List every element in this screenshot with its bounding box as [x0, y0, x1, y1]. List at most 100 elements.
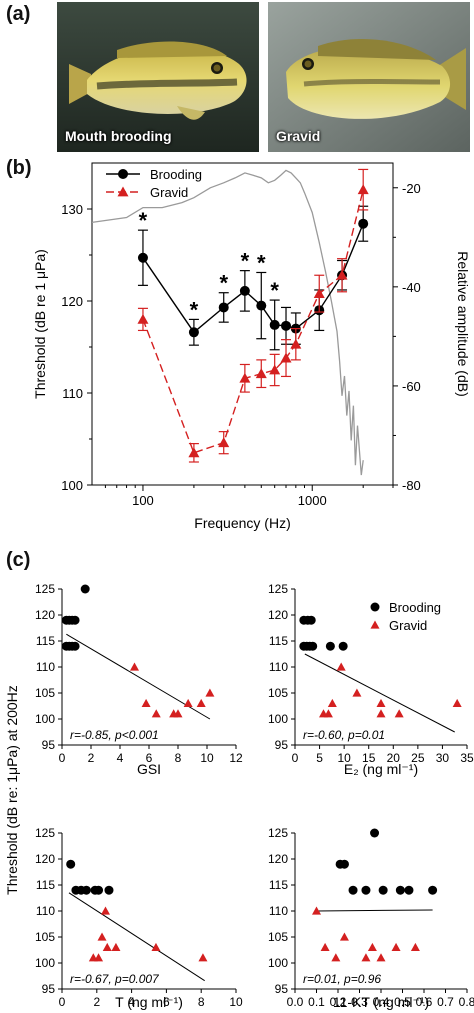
y-tick-label-b: 100 [61, 478, 83, 493]
x-tick-label-c3: 4 [128, 995, 135, 1009]
point-brooding [137, 252, 148, 263]
point-gravid [218, 437, 230, 448]
significance-star: * [219, 271, 228, 296]
x-tick-label-b: 100 [132, 493, 154, 508]
x-tick-label-c4: 0.3 [351, 995, 368, 1009]
point-gravid [137, 313, 149, 324]
x-tick-label-b: 1000 [298, 493, 327, 508]
point-brooding-c4 [378, 885, 388, 895]
y-tick-label-c2: 115 [269, 634, 288, 648]
point-gravid [357, 184, 369, 195]
point-brooding [281, 320, 292, 331]
x-axis-label-c2: E₂ (ng ml⁻¹) [344, 761, 418, 777]
point-gravid-c1 [173, 709, 183, 718]
x-tick-label-c4: 0.7 [437, 995, 454, 1009]
y2-tick-label-b: -20 [402, 181, 421, 196]
point-gravid-c1 [141, 698, 151, 707]
point-gravid-c3 [102, 942, 112, 951]
point-gravid-c3 [151, 942, 161, 951]
point-gravid-c1 [196, 698, 206, 707]
x-tick-label-c4: 0.8 [459, 995, 474, 1009]
stats-annotation-c1: r=-0.85, p<0.001 [70, 728, 159, 742]
y-tick-label-c1: 125 [35, 582, 55, 596]
y-tick-label-c1: 100 [35, 712, 55, 726]
x-tick-label-c1: 4 [117, 751, 124, 765]
x-tick-label-c1: 12 [229, 751, 243, 765]
x-tick-label-c4: 0.1 [308, 995, 325, 1009]
x-axis-label-b: Frequency (Hz) [194, 515, 290, 531]
x-tick-label-c2: 0 [292, 751, 299, 765]
point-gravid-c4 [331, 953, 341, 962]
point-gravid-c4 [391, 942, 401, 951]
significance-star: * [190, 297, 199, 322]
point-brooding-c3 [81, 885, 91, 895]
y-tick-label-c2: 120 [268, 608, 288, 622]
x-tick-label-c3: 2 [93, 995, 100, 1009]
x-axis-label-c1: GSI [137, 761, 161, 777]
point-brooding-c3 [94, 885, 104, 895]
legend-marker-brooding-c [370, 602, 380, 612]
point-brooding [269, 319, 280, 330]
point-brooding-c4 [428, 885, 438, 895]
fish-gravid-image [268, 2, 470, 152]
point-gravid-c2 [376, 709, 386, 718]
point-gravid-c2 [323, 709, 333, 718]
significance-star: * [257, 250, 266, 275]
regression-line-c2 [304, 653, 455, 733]
x-tick-label-c1: 8 [175, 751, 182, 765]
y-tick-label-c4: 105 [268, 930, 288, 944]
legend-label-brooding: Brooding [150, 167, 202, 182]
x-tick-label-c1: 0 [59, 751, 66, 765]
point-gravid [255, 368, 267, 379]
legend-marker-gravid [117, 186, 129, 197]
point-brooding-c3 [66, 859, 76, 869]
point-brooding-c2 [338, 641, 348, 651]
point-gravid-c3 [111, 942, 121, 951]
x-tick-label-c1: 10 [200, 751, 214, 765]
y-tick-label-c2: 105 [268, 686, 288, 700]
point-gravid-c4 [367, 942, 377, 951]
point-brooding-c1 [70, 641, 80, 651]
y2-tick-label-b: -60 [402, 379, 421, 394]
photo-gravid: Gravid [268, 2, 470, 152]
x-tick-label-c2: 10 [337, 751, 351, 765]
y2-tick-label-b: -80 [402, 478, 421, 493]
y-tick-label-b: 120 [61, 294, 83, 309]
panel-label-c: (c) [6, 549, 31, 571]
y-tick-label-c2: 125 [268, 582, 288, 596]
legend-label-gravid: Gravid [150, 185, 188, 200]
point-gravid-c2 [327, 698, 337, 707]
x-tick-label-c3: 0 [59, 995, 66, 1009]
y-tick-label-c1: 110 [36, 660, 55, 674]
point-brooding-c2 [306, 615, 316, 625]
threshold-frequency-chart: 100 1000 100 110 120 130 -80 -60 -40 -20 Frequency… [32, 162, 471, 531]
point-brooding [239, 285, 250, 296]
point-gravid [290, 338, 302, 349]
point-gravid-c1 [151, 709, 161, 718]
y-tick-label-c2: 95 [275, 738, 289, 752]
fish-brooding-image [57, 2, 259, 152]
point-gravid [188, 447, 200, 458]
point-brooding-c1 [80, 584, 90, 594]
y2-axis-label-b: Relative amplitude (dB) [455, 251, 471, 397]
x-tick-label-c4: 0.5 [394, 995, 411, 1009]
legend-label-gravid-c: Gravid [389, 618, 427, 633]
point-gravid-c1 [205, 688, 215, 697]
x-axis-label-c4: 11-KT (ng ml⁻¹) [333, 994, 429, 1010]
significance-star: * [139, 208, 148, 233]
point-gravid-c2 [376, 698, 386, 707]
point-brooding-c2 [308, 641, 318, 651]
x-tick-label-c4: 0.2 [330, 995, 347, 1009]
y-axis-label-c: Threshold (dB re: 1μPa) at 200Hz [4, 685, 20, 895]
y-tick-label-c3: 100 [35, 956, 55, 970]
y-axis-label-b: Threshold (dB re 1 μPa) [32, 249, 48, 399]
point-gravid-c1 [183, 698, 193, 707]
point-gravid [269, 364, 281, 375]
point-gravid-c3 [94, 953, 104, 962]
y-tick-label-c4: 100 [268, 956, 288, 970]
point-brooding-c4 [404, 885, 414, 895]
y-tick-label-c2: 110 [269, 660, 288, 674]
panel-label-b: (b) [6, 157, 32, 179]
y-tick-label-c4: 115 [269, 878, 288, 892]
